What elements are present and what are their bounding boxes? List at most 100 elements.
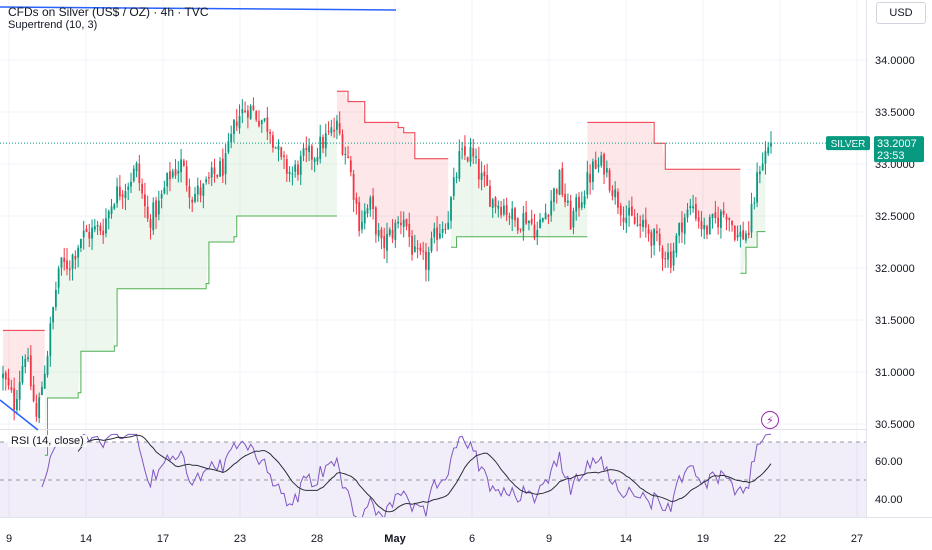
candle-body	[107, 211, 110, 219]
candle	[149, 214, 152, 240]
candle-body	[427, 252, 430, 271]
candle-body	[205, 179, 208, 183]
candle	[583, 190, 586, 209]
candle-body	[18, 382, 21, 400]
candle-body	[647, 229, 650, 234]
candle	[461, 141, 464, 160]
candle-body	[697, 217, 700, 222]
candle	[93, 219, 96, 233]
rsi-pane	[0, 429, 932, 523]
candle-body	[672, 250, 675, 266]
candle	[85, 225, 88, 233]
candle-body	[583, 196, 586, 205]
candle-body	[405, 218, 408, 227]
candle-body	[536, 230, 539, 237]
candle	[135, 161, 138, 178]
candle-body	[96, 224, 99, 227]
candle	[132, 165, 135, 183]
candle	[74, 250, 77, 270]
symbol-title[interactable]: CFDs on Silver (US$ / OZ) · 4h · TVC	[8, 5, 209, 19]
candle	[505, 197, 508, 222]
candle	[444, 223, 447, 234]
candle	[188, 178, 191, 209]
candle-body	[310, 145, 313, 160]
rsi-indicator-label[interactable]: RSI (14, close)	[8, 435, 87, 447]
supertrend-up-line	[44, 215, 337, 456]
candle	[770, 131, 772, 154]
candle	[547, 213, 550, 224]
candle	[302, 143, 305, 162]
candle-body	[299, 155, 302, 175]
candle-body	[316, 157, 319, 162]
candle	[658, 228, 661, 252]
currency-button[interactable]: USD	[876, 2, 926, 24]
candle-body	[27, 357, 29, 360]
candle	[402, 211, 405, 238]
candle-body	[266, 117, 269, 132]
candle	[305, 136, 308, 163]
candle-body	[118, 186, 121, 197]
candle	[717, 206, 720, 235]
candle	[578, 192, 580, 217]
time-tick-label: 14	[80, 533, 92, 545]
candle	[127, 182, 130, 201]
candle	[246, 105, 249, 129]
candle-body	[305, 147, 308, 151]
candle	[450, 195, 452, 229]
candle	[260, 119, 263, 133]
candle-body	[174, 169, 177, 176]
candle	[394, 219, 397, 248]
candle-body	[608, 170, 611, 191]
candle-body	[2, 373, 4, 379]
candle-body	[208, 177, 210, 179]
candle	[177, 160, 180, 183]
candle	[291, 166, 294, 186]
candle-body	[10, 387, 13, 390]
candle-body	[522, 213, 525, 231]
candle	[333, 117, 336, 138]
candle	[494, 196, 497, 214]
candle-body	[572, 210, 575, 228]
candle	[625, 205, 628, 233]
candle	[708, 214, 711, 235]
candle-body	[52, 307, 54, 323]
candle-body	[466, 157, 469, 161]
candle-body	[66, 260, 68, 270]
price-tick-label: 31.0000	[875, 367, 915, 379]
rsi-ma-line	[77, 434, 772, 513]
candle-body	[157, 200, 160, 215]
candle	[57, 265, 60, 295]
candle	[155, 196, 157, 229]
candle	[152, 197, 155, 235]
supertrend-up-fill	[740, 157, 766, 274]
lightning-icon[interactable]: ⚡	[761, 411, 779, 429]
time-tick-label: 22	[774, 533, 786, 545]
candle	[767, 142, 770, 156]
candle	[681, 211, 683, 243]
candle-body	[661, 247, 664, 259]
candle-body	[525, 212, 528, 224]
candle-body	[733, 225, 736, 240]
supertrend-indicator-label[interactable]: Supertrend (10, 3)	[8, 19, 98, 31]
candle	[592, 158, 594, 191]
candle	[238, 104, 241, 134]
candle	[121, 189, 124, 209]
candle	[116, 177, 118, 208]
candle-body	[185, 166, 188, 186]
candle	[266, 107, 269, 141]
candle	[216, 174, 219, 179]
candle-body	[711, 213, 714, 219]
candle	[477, 146, 480, 189]
candle-body	[483, 171, 486, 177]
candle	[639, 215, 642, 238]
candle	[580, 191, 583, 211]
candle	[761, 152, 764, 171]
candle	[4, 370, 7, 391]
price-tag-value: 33.2007	[877, 138, 917, 150]
candle	[99, 222, 102, 236]
candle-body	[21, 366, 24, 383]
candle	[185, 160, 188, 192]
candle-body	[155, 200, 157, 218]
candle	[355, 192, 358, 215]
